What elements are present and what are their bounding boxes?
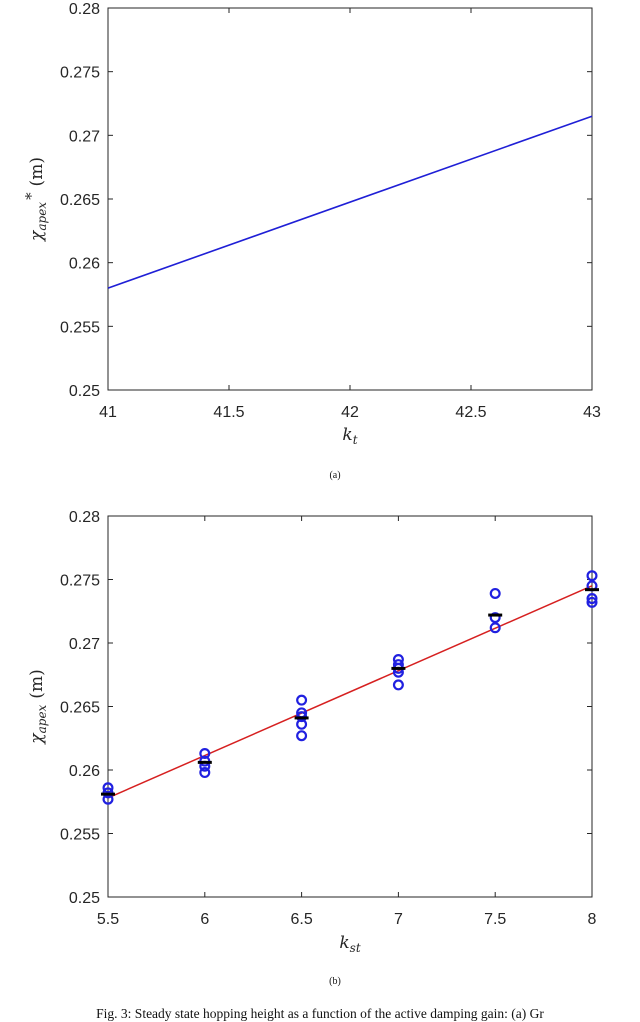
data-point [296,730,308,742]
x-tick-label: 6 [200,911,209,928]
y-tick-label: 0.255 [60,827,100,844]
y-tick-label: 0.27 [69,128,100,145]
y-tick-label: 0.28 [69,509,100,526]
chart-panel-b: 5.5 6 6.5 7 7.5 8 0.25 0.255 0.26 0.265 0.27 0.275 0… [27,509,599,987]
x-tick-label: 6.5 [290,911,312,928]
x-axis-label: kst [339,933,360,955]
x-tick-label: 7 [394,911,403,928]
y-tick-label: 0.25 [69,890,100,907]
data-point [489,587,501,599]
data-point [392,679,404,691]
y-tick-label: 0.26 [69,763,100,780]
x-tick-label: 5.5 [97,911,119,928]
y-tick-label: 0.27 [69,636,100,653]
data-point [102,782,114,794]
y-tick-label: 0.265 [60,700,100,717]
x-tick-label: 41 [99,404,117,421]
figure-caption: Fig. 3: Steady state hopping height as a… [96,1006,544,1021]
y-tick-label: 0.26 [69,256,100,273]
figure: 41 41.5 42 42.5 43 0.25 0.255 0.26 0.265 0.27 0.27… [22,1,601,987]
y-tick-label: 0.275 [60,573,100,590]
x-tick-label: 43 [583,404,601,421]
panel-label: (a) [329,470,340,481]
y-tick-label: 0.255 [60,319,100,336]
data-point [199,767,211,779]
data-point [489,612,501,624]
data-point [296,694,308,706]
x-tick-label: 41.5 [213,404,244,421]
chart-panel-a: 41 41.5 42 42.5 43 0.25 0.255 0.26 0.265 0.27 0.27… [22,1,601,481]
x-axis-label: kt [342,425,357,447]
y-axis-label: χapex(m) [27,669,49,744]
y-tick-label: 0.275 [60,65,100,82]
data-point [586,570,598,582]
y-axis-label: χapex*(m) [22,157,49,242]
x-tick-label: 8 [588,911,597,928]
x-tick-label: 42.5 [455,404,486,421]
data-point [586,596,598,608]
x-tick-label: 7.5 [484,911,506,928]
x-tick-label: 42 [341,404,359,421]
data-point [296,718,308,730]
data-point [489,622,501,634]
plot-area [107,515,593,898]
plot-area [107,7,593,391]
panel-label: (b) [329,976,341,987]
y-tick-label: 0.25 [69,383,100,400]
fit-line [107,585,593,799]
data-point [586,593,598,605]
series-line [107,115,593,289]
y-tick-label: 0.265 [60,192,100,209]
data-point [199,747,211,759]
y-tick-label: 0.28 [69,1,100,18]
